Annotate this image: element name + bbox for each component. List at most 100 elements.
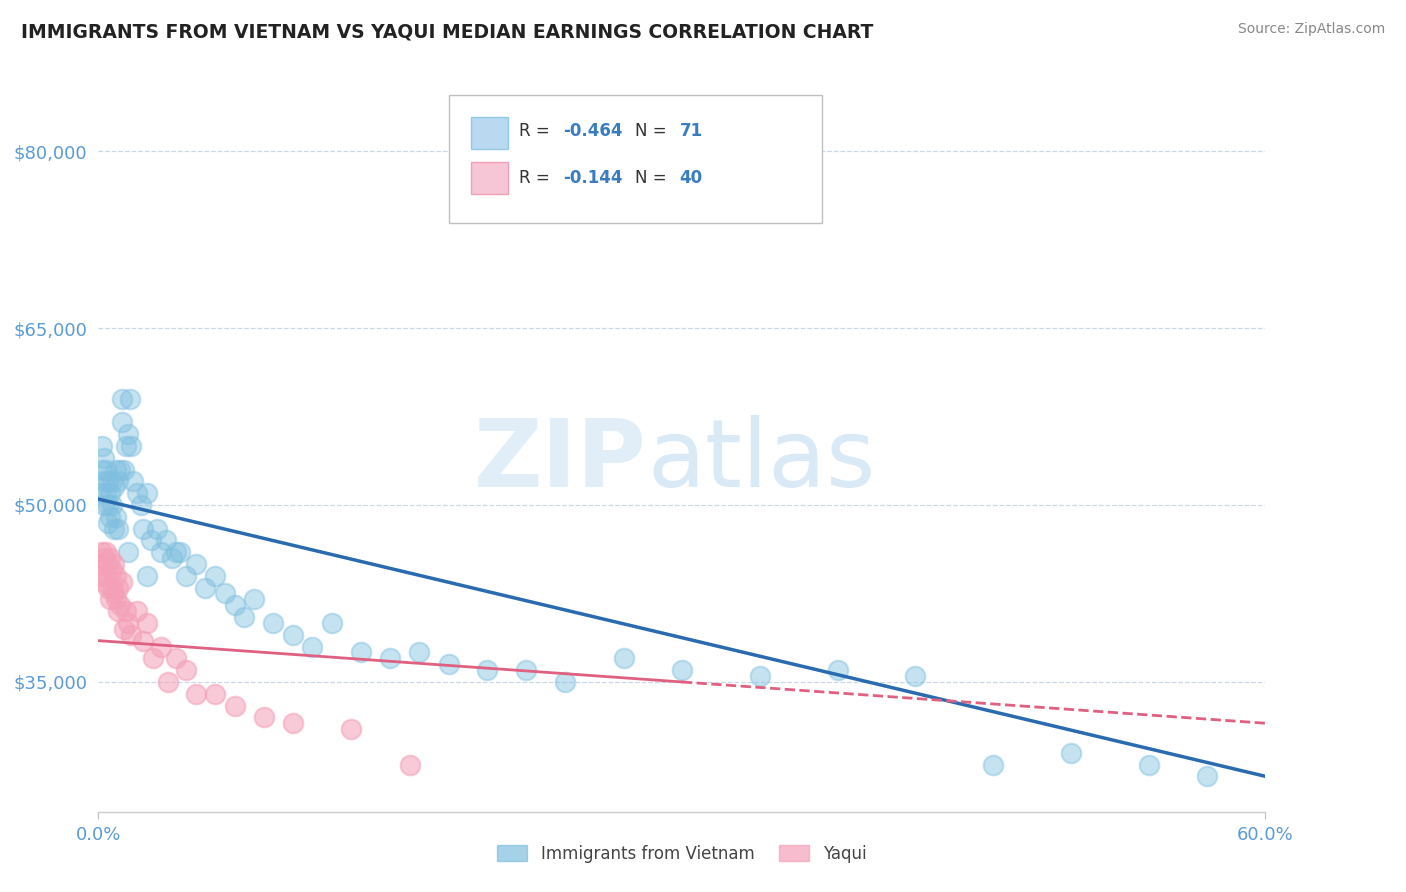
Text: N =: N = (636, 169, 672, 186)
Point (301, 640, 323, 654)
Point (91, 557, 114, 571)
Point (101, 581, 124, 595)
Point (214, 586, 236, 600)
Point (117, 545, 139, 559)
Text: N =: N = (636, 122, 672, 140)
Point (101, 475, 124, 489)
Point (340, 722, 363, 736)
Text: 40: 40 (679, 169, 703, 186)
Point (103, 480, 125, 494)
Point (321, 615, 343, 630)
Point (104, 592, 127, 607)
Point (118, 392, 141, 406)
Point (477, 663, 499, 677)
Point (149, 545, 172, 559)
Point (149, 640, 172, 654)
Point (93, 475, 115, 489)
Point (554, 675, 576, 690)
Text: R =: R = (519, 169, 554, 186)
Point (98, 486, 121, 500)
Point (671, 663, 693, 677)
Point (97, 557, 120, 571)
Point (184, 557, 207, 571)
Point (112, 622, 135, 636)
Point (111, 574, 134, 589)
Point (108, 599, 131, 613)
Point (98, 592, 121, 607)
Point (117, 427, 139, 442)
FancyBboxPatch shape (449, 95, 823, 223)
Point (101, 498, 124, 512)
Point (93, 551, 115, 566)
Point (243, 592, 266, 607)
Point (114, 604, 136, 618)
Text: atlas: atlas (647, 415, 875, 507)
Point (437, 657, 460, 672)
Text: -0.464: -0.464 (562, 122, 623, 140)
Point (98, 509, 121, 524)
Point (136, 568, 159, 582)
Point (233, 610, 256, 624)
Point (107, 475, 129, 489)
Point (224, 698, 246, 713)
Point (122, 475, 145, 489)
Point (613, 651, 636, 665)
Point (515, 663, 537, 677)
Point (281, 628, 304, 642)
Text: Source: ZipAtlas.com: Source: ZipAtlas.com (1237, 22, 1385, 37)
Point (107, 522, 129, 536)
Point (165, 651, 187, 665)
Point (981, 757, 1004, 772)
Point (142, 651, 165, 665)
Point (96, 545, 118, 559)
Point (204, 687, 226, 701)
Point (1137, 757, 1160, 772)
Point (114, 439, 136, 453)
Point (132, 522, 155, 536)
FancyBboxPatch shape (471, 162, 508, 194)
Point (91, 462, 114, 476)
Point (121, 628, 143, 642)
Point (103, 586, 125, 600)
Point (380, 651, 402, 665)
Point (98, 551, 121, 566)
Point (157, 675, 180, 690)
Point (408, 645, 430, 659)
Point (1195, 769, 1218, 783)
Point (89, 486, 111, 500)
Point (162, 551, 184, 566)
Point (165, 545, 187, 559)
Point (103, 557, 125, 571)
Point (91, 439, 114, 453)
Point (136, 486, 159, 500)
Point (104, 462, 127, 476)
Point (107, 581, 129, 595)
Point (169, 545, 191, 559)
Point (91, 545, 114, 559)
Point (112, 462, 135, 476)
Point (97, 516, 120, 530)
Legend: Immigrants from Vietnam, Yaqui: Immigrants from Vietnam, Yaqui (491, 838, 873, 869)
Point (132, 633, 155, 648)
Point (129, 498, 152, 512)
Point (748, 669, 770, 683)
Point (97, 475, 120, 489)
Point (96, 462, 118, 476)
Point (108, 462, 131, 476)
Point (224, 599, 246, 613)
Text: 71: 71 (679, 122, 703, 140)
Point (97, 498, 120, 512)
Point (121, 439, 143, 453)
Point (155, 533, 177, 548)
Point (127, 604, 149, 618)
Point (904, 669, 927, 683)
Point (127, 486, 149, 500)
Point (117, 615, 139, 630)
FancyBboxPatch shape (471, 117, 508, 149)
Point (103, 522, 125, 536)
Point (827, 663, 849, 677)
Point (136, 615, 159, 630)
Text: IMMIGRANTS FROM VIETNAM VS YAQUI MEDIAN EARNINGS CORRELATION CHART: IMMIGRANTS FROM VIETNAM VS YAQUI MEDIAN … (21, 22, 873, 41)
Text: ZIP: ZIP (474, 415, 647, 507)
Point (174, 568, 197, 582)
